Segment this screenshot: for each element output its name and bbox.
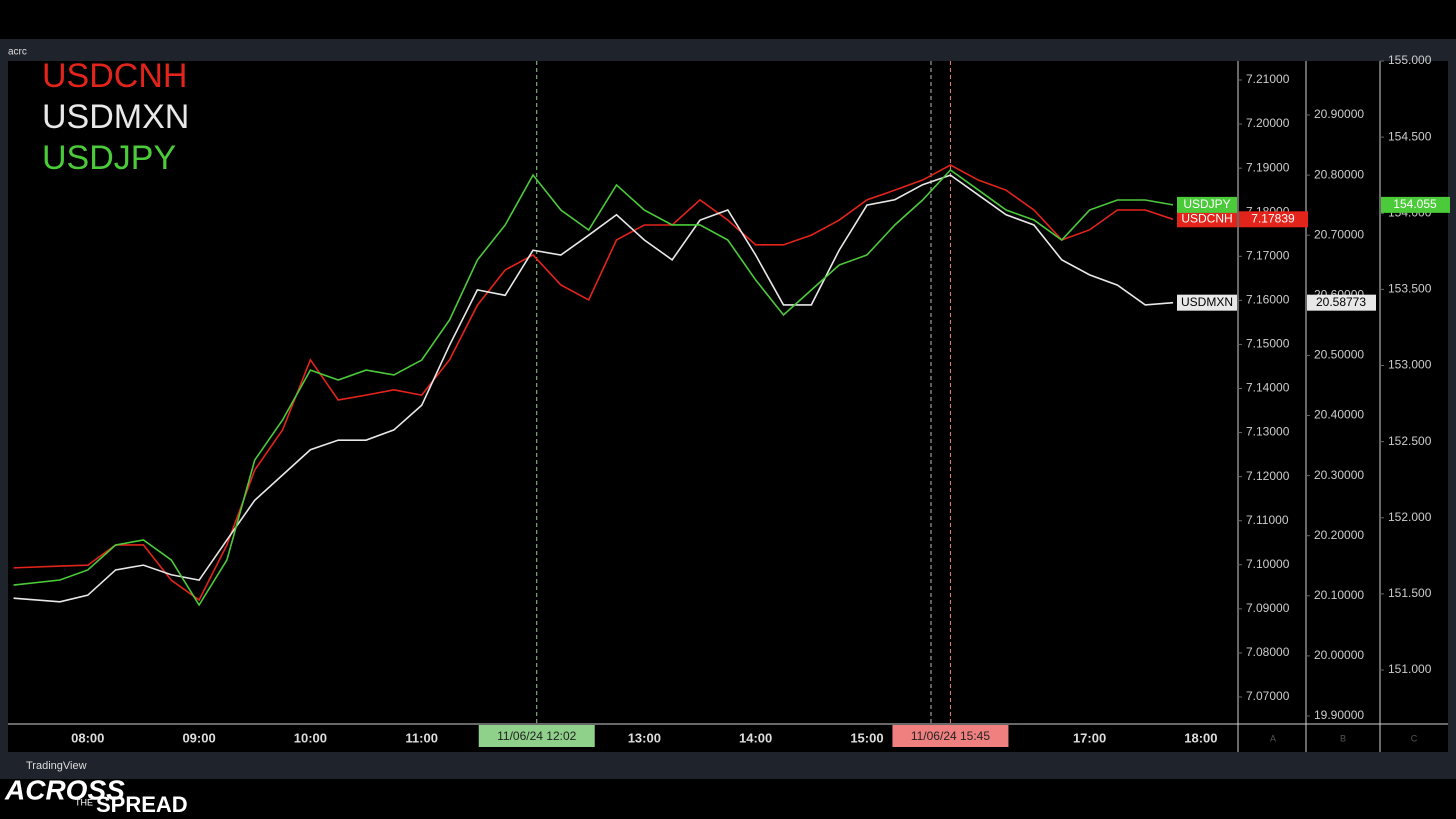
series-line: [13, 164, 1174, 602]
x-tick-label: 09:00: [182, 730, 215, 745]
y-tick-label: 7.15000: [1246, 337, 1290, 351]
legend-entry: USDJPY: [42, 139, 176, 177]
crosshair-badge: [892, 725, 1009, 747]
y-tick-label: 151.000: [1388, 662, 1432, 676]
name-badge: [1177, 294, 1237, 311]
crosshair-badge: [478, 725, 595, 747]
value-badge: [1239, 211, 1308, 228]
y-tick-label: 7.08000: [1246, 645, 1290, 659]
legend-entry: USDMXN: [42, 98, 189, 136]
x-tick-label: 08:00: [71, 730, 104, 745]
crosshair-label: 11/06/24 12:02: [497, 729, 577, 743]
y-tick-label: 7.17000: [1246, 248, 1290, 262]
x-tick-label: 15:00: [850, 730, 883, 745]
y-tick-label: 20.00000: [1314, 648, 1364, 662]
y-tick-label: 20.90000: [1314, 107, 1364, 121]
name-badge-label: USDJPY: [1183, 197, 1230, 211]
y-tick-label: 153.500: [1388, 282, 1432, 296]
time-axis: [8, 724, 1448, 752]
logo: SPREAD: [96, 792, 188, 817]
name-badge-label: USDCNH: [1181, 211, 1232, 225]
series-line: [13, 174, 1174, 603]
y-tick-label: 7.11000: [1246, 513, 1289, 527]
y-tick-label: 152.000: [1388, 510, 1432, 524]
value-badge: [1381, 196, 1450, 213]
value-badge-label: 7.17839: [1251, 211, 1295, 225]
name-badge: [1177, 211, 1237, 228]
x-tick-label: 14:00: [739, 730, 772, 745]
y-tick-label: 7.07000: [1246, 689, 1290, 703]
y-tick-label: 7.10000: [1246, 557, 1290, 571]
footer: TradingView: [26, 760, 87, 772]
value-badge-label: 20.58773: [1316, 295, 1366, 309]
value-badge: [1307, 294, 1376, 311]
series-line: [13, 168, 1174, 607]
header: acrc: [8, 47, 27, 58]
name-badge: [1177, 196, 1237, 213]
plot-area: [8, 61, 1448, 724]
y-tick-label: 153.000: [1388, 358, 1432, 372]
y-tick-label: 7.09000: [1246, 601, 1290, 615]
x-tick-label: 11:00: [405, 730, 438, 745]
x-tick-label: 10:00: [294, 730, 327, 745]
y-tick-label: 20.30000: [1314, 468, 1364, 482]
logo: THE: [75, 797, 93, 807]
y-tick-label: 155.000: [1388, 53, 1432, 67]
y-tick-label: 152.500: [1388, 434, 1432, 448]
y-tick-label: 7.20000: [1246, 116, 1290, 130]
y-tick-label: 7.14000: [1246, 381, 1290, 395]
y-tick-label: 154.500: [1388, 129, 1432, 143]
legend-entry: USDCNH: [42, 57, 187, 95]
y-tick-label: 20.50000: [1314, 348, 1364, 362]
y-tick-label: 20.80000: [1314, 167, 1364, 181]
name-badge-label: USDMXN: [1181, 295, 1233, 309]
y-tick-label: 7.19000: [1246, 160, 1290, 174]
y-tick-label: 151.500: [1388, 586, 1432, 600]
y-tick-label: 19.90000: [1314, 708, 1364, 722]
logo: ACROSS: [4, 774, 125, 805]
axis-letter: B: [1340, 733, 1346, 743]
x-tick-label: 18:00: [1184, 730, 1217, 745]
y-tick-label: 20.40000: [1314, 408, 1364, 422]
y-tick-label: 20.70000: [1314, 227, 1364, 241]
x-tick-label: 13:00: [628, 730, 661, 745]
x-tick-label: 17:00: [1073, 730, 1106, 745]
axis-letter: A: [1270, 733, 1276, 743]
y-tick-label: 7.13000: [1246, 425, 1290, 439]
y-tick-label: 7.12000: [1246, 469, 1290, 483]
value-badge-label: 154.055: [1393, 197, 1437, 211]
y-tick-label: 20.10000: [1314, 588, 1364, 602]
y-tick-label: 20.20000: [1314, 528, 1364, 542]
y-tick-label: 7.21000: [1246, 72, 1290, 86]
axis-letter: C: [1411, 733, 1418, 743]
y-tick-label: 7.16000: [1246, 293, 1290, 307]
crosshair-label: 11/06/24 15:45: [911, 729, 991, 743]
